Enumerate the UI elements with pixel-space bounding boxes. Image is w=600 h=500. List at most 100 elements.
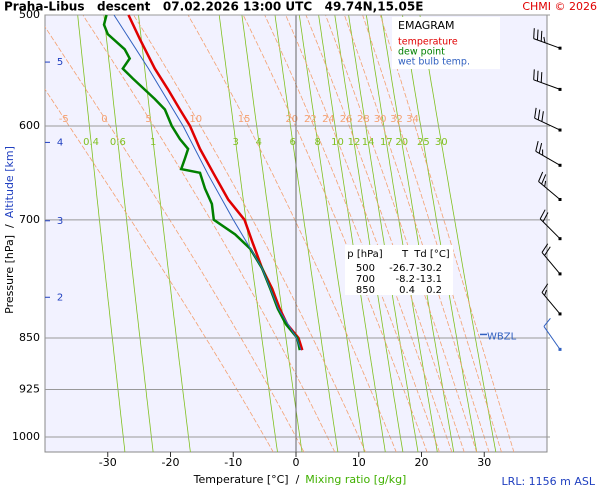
mixing-ratio-line (218, 15, 278, 452)
x-tick-label: 10 (352, 456, 366, 469)
table-cell: 500 (356, 263, 375, 274)
x-label-temperature: Temperature [°C] / (193, 473, 300, 486)
wind-barb (542, 212, 549, 222)
wind-staff (534, 117, 561, 131)
table-cell: 0.4 (399, 285, 415, 296)
pseudoadiabat-label: 26 (340, 114, 353, 125)
pseudoadiabat-label: 32 (390, 114, 403, 125)
wind-barb (544, 289, 547, 296)
mixing-ratio-label: 25 (417, 137, 430, 148)
altitude-label: 5 (57, 57, 63, 68)
legend-title: EMAGRAM (398, 19, 455, 32)
table-header: p [hPa] (347, 249, 382, 260)
wind-staff (535, 150, 561, 166)
wind-staff (539, 218, 561, 240)
pseudoadiabat-label: 15 (238, 114, 251, 125)
y-tick-label: 850 (19, 331, 40, 344)
profile-line (113, 14, 302, 351)
y-label-pressure: Pressure [hPa] / (3, 224, 16, 314)
altitude-label: 4 (57, 137, 63, 148)
legend-entry: wet bulb temp. (398, 57, 470, 68)
mixing-ratio-line (274, 15, 339, 452)
legend-entry: dew point (398, 47, 445, 58)
pseudoadiabat-line (362, 15, 502, 452)
wind-barb (533, 69, 535, 80)
pseudoadiabat-label: -5 (59, 114, 69, 125)
pseudoadiabat-label: 28 (357, 114, 370, 125)
wind-barb (540, 30, 543, 42)
y-tick-label: 925 (19, 383, 40, 396)
wind-barb (541, 283, 549, 293)
table-cell: 850 (356, 285, 375, 296)
wind-barb (535, 141, 539, 152)
mixing-ratio-label: 8 (314, 137, 320, 148)
mixing-ratio-line (77, 15, 126, 452)
mixing-ratio-label: 0.6 (110, 137, 126, 148)
x-tick-label: 30 (477, 456, 491, 469)
altitude-label: 3 (57, 216, 63, 227)
x-tick-label: -30 (99, 456, 117, 469)
mixing-ratio-label: 0.4 (83, 137, 99, 148)
pseudoadiabat-line (133, 15, 366, 452)
wind-staff (538, 181, 561, 200)
x-axis-label: Temperature [°C] / Mixing ratio [g/kg] (193, 473, 407, 486)
mixing-ratio-label: 1 (150, 137, 156, 148)
wind-barb (536, 29, 539, 40)
wbzl-label: WBZL (487, 331, 517, 342)
pseudoadiabat-label: 22 (304, 114, 317, 125)
table-cell: -26.7 (389, 263, 415, 274)
wind-barb (541, 243, 549, 253)
wind-staff (541, 252, 561, 275)
mixing-ratio-label: 12 (348, 137, 361, 148)
wind-barb (538, 143, 543, 154)
x-tick-label: -20 (162, 456, 180, 469)
table-header: Td [°C] (413, 249, 450, 260)
mixing-ratio-label: 10 (331, 137, 344, 148)
plot-content: 0.4 0.6 1 3 4 6 8 10 12 14 17 20 25 30-5 0 5 10 15 20 22 24 2… (12, 8, 562, 469)
pseudoadiabat-label: 24 (322, 114, 335, 125)
wind-barb (539, 209, 546, 220)
y-axis-label: Pressure [hPa] / Altitude [km] (3, 146, 16, 314)
mixing-ratio-label: 3 (232, 137, 238, 148)
y-tick-label: 700 (19, 213, 40, 226)
y-tick-label: 600 (19, 119, 40, 132)
pseudoadiabat-line (45, 26, 305, 452)
wind-barb (544, 180, 547, 187)
x-tick-label: 20 (415, 456, 429, 469)
wind-staff (541, 292, 561, 315)
pseudoadiabat-line (187, 15, 397, 452)
table-cell: -8.2 (395, 274, 415, 285)
wind-barb (543, 317, 551, 327)
chart-title: Praha-Libus descent 07.02.2026 13:00 UTC… (4, 0, 423, 14)
wind-barb (537, 109, 541, 120)
y-label-altitude: Altitude [km] (3, 146, 16, 218)
y-tick-label: 500 (19, 8, 40, 21)
mixing-ratio-line (103, 15, 154, 452)
legend-entry: temperature (398, 37, 458, 48)
legend-box (392, 17, 500, 69)
pseudoadiabat-label: 10 (189, 114, 202, 125)
table-cell: 700 (356, 274, 375, 285)
table-header: T (401, 249, 409, 260)
wind-barb (538, 171, 544, 182)
wind-barb (534, 107, 537, 119)
mixing-ratio-label: 17 (380, 137, 393, 148)
wind-staff (543, 326, 561, 350)
pseudoadiabat-label: 30 (374, 114, 387, 125)
mixing-ratio-line (298, 15, 365, 452)
wind-barb (541, 111, 544, 122)
x-label-mixing: Mixing ratio [g/kg] (305, 473, 406, 486)
pseudoadiabat-line (82, 15, 336, 452)
mixing-ratio-label: 20 (395, 137, 408, 148)
altitude-label: 2 (57, 292, 63, 303)
pseudoadiabat-line (45, 88, 274, 452)
wind-barb (541, 174, 547, 185)
footer: LRL: 1156 m ASL (502, 475, 596, 488)
x-tick-label: 0 (293, 456, 300, 469)
mixing-ratio-label: 4 (256, 137, 262, 148)
mixing-ratio-line (138, 15, 191, 452)
mixing-ratio-label: 14 (362, 137, 375, 148)
wind-barb (540, 72, 543, 83)
pseudoadiabat-line (379, 15, 515, 452)
